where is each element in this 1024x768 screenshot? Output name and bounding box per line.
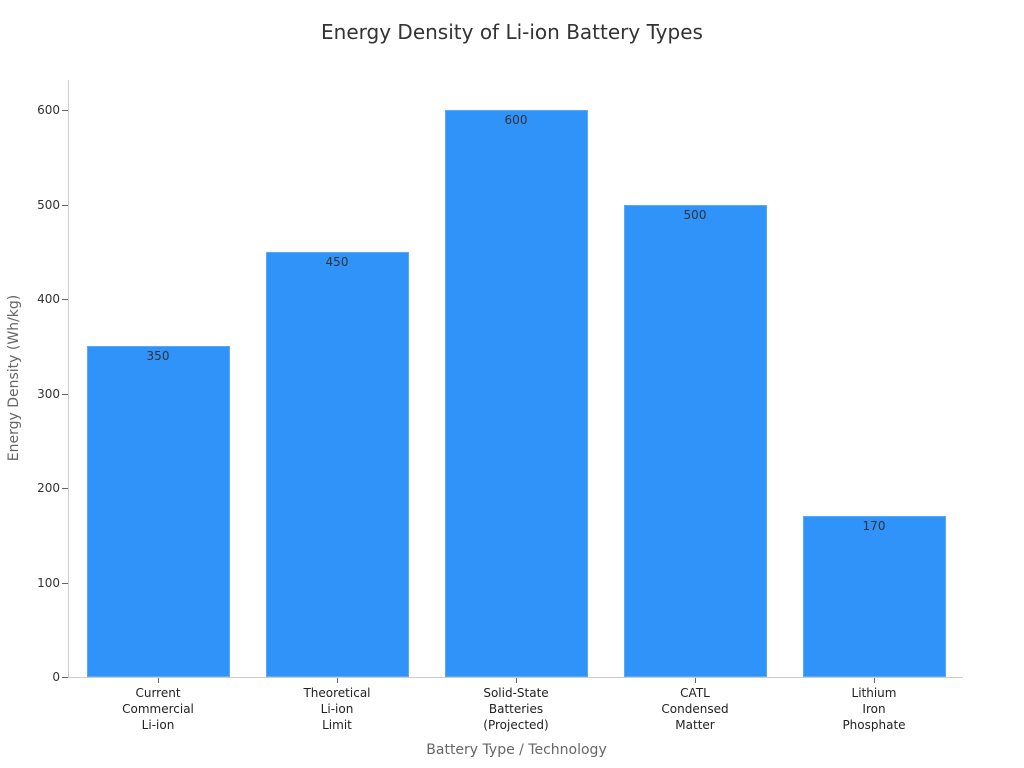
bar-value-label: 170: [862, 519, 886, 534]
y-tick-mark: [62, 488, 68, 489]
y-tick-label: 200: [37, 481, 60, 495]
x-tick-mark: [337, 678, 338, 683]
y-axis-line: [68, 80, 69, 678]
x-tick-label-line: Condensed: [661, 702, 729, 716]
x-tick-label-line: CATL: [680, 686, 710, 700]
y-tick-mark: [62, 204, 68, 206]
x-tick-label-line: Commercial: [122, 702, 194, 716]
x-tick-label-line: Limit: [322, 718, 352, 732]
y-tick-label: 500: [37, 197, 60, 212]
y-tick-mark: [62, 677, 68, 678]
x-tick-mark: [158, 678, 159, 683]
y-tick-label: 0: [52, 670, 60, 684]
x-tick-label: CATL Condensed Matter: [635, 685, 755, 733]
x-tick-label-line: Current: [135, 686, 181, 700]
y-tick-label: 300: [37, 386, 60, 401]
x-tick-label-line: Batteries: [488, 702, 544, 716]
x-tick-label-line: (Projected): [483, 718, 549, 732]
y-axis-title: Energy Density (Wh/kg): [6, 294, 22, 462]
x-tick-label-line: Phosphate: [842, 718, 906, 732]
y-tick-mark: [62, 299, 68, 300]
y-tick-mark: [62, 393, 68, 395]
x-tick-mark: [695, 678, 696, 683]
x-tick-mark: [874, 678, 875, 683]
bar: [265, 251, 409, 677]
x-tick-mark: [516, 678, 517, 683]
bar: [444, 110, 588, 677]
x-tick-label-line: Solid-State: [483, 686, 549, 700]
y-tick-mark: [62, 582, 68, 584]
bar: [86, 346, 230, 677]
bar-value-label: 350: [146, 349, 170, 364]
x-tick-label-line: Matter: [675, 718, 715, 732]
x-tick-label-line: Li-ion: [320, 702, 354, 716]
x-tick-label-line: Lithium: [851, 686, 897, 700]
x-tick-label: Lithium Iron Phosphate: [814, 685, 934, 733]
y-tick-label: 600: [37, 103, 60, 117]
x-tick-label-line: Iron: [862, 702, 886, 716]
x-tick-label: Solid-State Batteries (Projected): [456, 685, 576, 733]
x-tick-label-line: Li-ion: [141, 718, 175, 732]
x-tick-label: Current Commercial Li-ion: [98, 685, 218, 733]
y-tick-mark: [62, 110, 68, 111]
chart-title: Energy Density of Li-ion Battery Types: [321, 20, 703, 44]
y-tick-label: 100: [37, 575, 60, 590]
bar-value-label: 450: [325, 254, 349, 269]
bar: [623, 204, 767, 677]
x-tick-label: Theoretical Li-ion Limit: [277, 685, 397, 733]
x-axis-title: Battery Type / Technology: [426, 742, 607, 758]
bar: [802, 516, 946, 677]
y-tick-label: 400: [37, 292, 60, 306]
bar-value-label: 500: [683, 207, 707, 222]
x-tick-label-line: Theoretical: [303, 686, 371, 700]
x-axis-line: [68, 677, 963, 678]
bar-value-label: 600: [504, 113, 528, 127]
